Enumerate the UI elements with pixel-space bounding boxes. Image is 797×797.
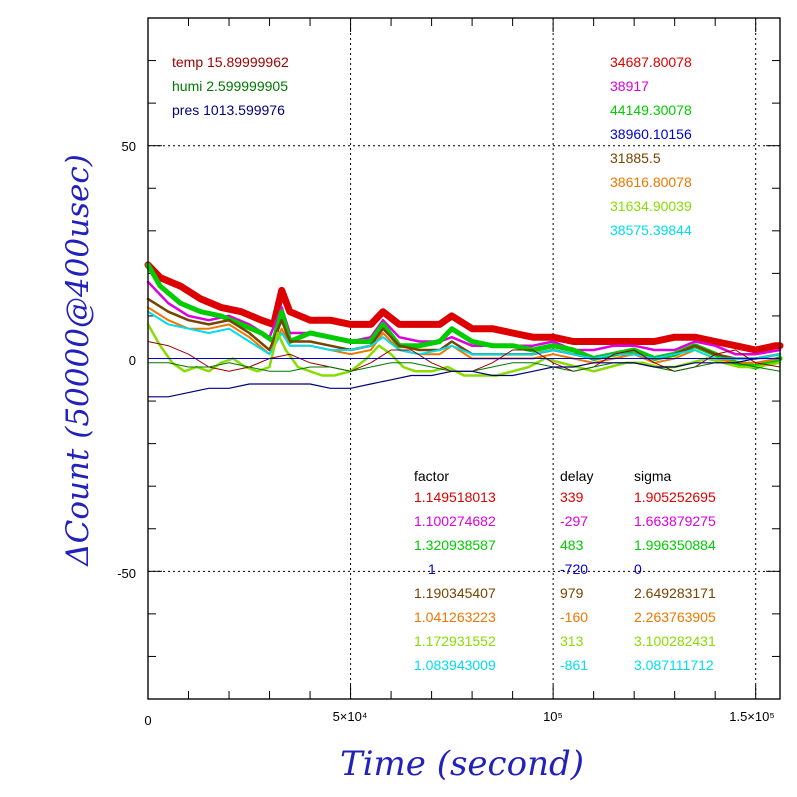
table-cell-delay: 313	[560, 633, 584, 649]
count-label: 38616.80078	[610, 174, 692, 190]
table-cell-sigma: 2.263763905	[634, 609, 716, 625]
series-layer	[144, 261, 784, 398]
x-tick-label-3: 1.5×10⁵	[729, 709, 775, 724]
env-label-humi: humi 2.599999905	[172, 78, 288, 94]
table-cell-factor: 1.083943009	[414, 657, 496, 673]
table-cell-delay: -297	[560, 513, 588, 529]
environment-labels: temp 15.89999962 humi 2.599999905 pres 1…	[172, 54, 289, 118]
series-line-9	[147, 357, 781, 398]
series-line-0	[144, 261, 784, 354]
x-tick-label-0: 0	[144, 713, 151, 728]
table-cell-sigma: 1.663879275	[634, 513, 716, 529]
table-cell-sigma: 0	[634, 561, 642, 577]
count-label: 44149.30078	[610, 102, 692, 118]
table-cell-factor: 1.041263223	[414, 609, 496, 625]
table-cell-factor: 1.320938587	[414, 537, 496, 553]
count-label: 31885.5	[610, 150, 661, 166]
table-cell-factor: 1	[428, 561, 436, 577]
table-cell-sigma: 3.087111712	[634, 657, 714, 673]
y-tick-label-50: 50	[122, 139, 136, 154]
table-cell-delay: -720	[560, 561, 588, 577]
table-cell-factor: 1.190345407	[414, 585, 496, 601]
table-cell-factor: 1.149518013	[414, 489, 496, 505]
minor-ticks	[148, 18, 780, 699]
table-cell-delay: 339	[560, 489, 584, 505]
y-tick-labels: 50 0 -50	[117, 139, 136, 581]
x-tick-label-2: 10⁵	[543, 709, 563, 724]
table-cell-factor: 1.100274682	[414, 513, 496, 529]
series-line-4	[147, 306, 781, 364]
table-cell-delay: -160	[560, 609, 588, 625]
x-tick-label-1: 5×10⁴	[333, 709, 368, 724]
x-tick-labels: 0 5×10⁴ 10⁵ 1.5×10⁵	[144, 709, 774, 728]
count-labels: 34687.80078 38917 44149.30078 38960.1015…	[610, 54, 692, 238]
table-cell-delay: -861	[560, 657, 588, 673]
table-cell-sigma: 3.100282431	[634, 633, 716, 649]
table-cell-sigma: 1.996350884	[634, 537, 716, 553]
x-axis-title: Time (second)	[340, 744, 584, 784]
plot-frame	[147, 17, 781, 700]
table-header-delay: delay	[560, 468, 593, 484]
table-cell-sigma: 2.649283171	[634, 585, 716, 601]
count-label: 38960.10156	[610, 126, 692, 142]
count-label: 34687.80078	[610, 54, 692, 70]
table-header-factor: factor	[414, 468, 449, 484]
y-tick-label-neg50: -50	[117, 566, 136, 581]
series-line-5	[147, 310, 781, 360]
count-label: 38917	[610, 78, 649, 94]
table-cell-factor: 1.172931552	[414, 633, 496, 649]
y-axis-title: ΔCount (50000@400usec)	[60, 154, 96, 567]
parameter-table: factor delay sigma 1.149518013 339 1.905…	[414, 468, 716, 673]
table-header-sigma: sigma	[634, 468, 672, 484]
y-tick-label-0: 0	[129, 353, 136, 368]
table-cell-delay: 483	[560, 537, 584, 553]
table-cell-delay: 979	[560, 585, 584, 601]
env-label-pres: pres 1013.599976	[172, 102, 285, 118]
series-line-6	[146, 323, 782, 377]
count-label: 38575.39844	[610, 222, 692, 238]
count-label: 31634.90039	[610, 198, 692, 214]
env-label-temp: temp 15.89999962	[172, 54, 289, 70]
table-cell-sigma: 1.905252695	[634, 489, 716, 505]
